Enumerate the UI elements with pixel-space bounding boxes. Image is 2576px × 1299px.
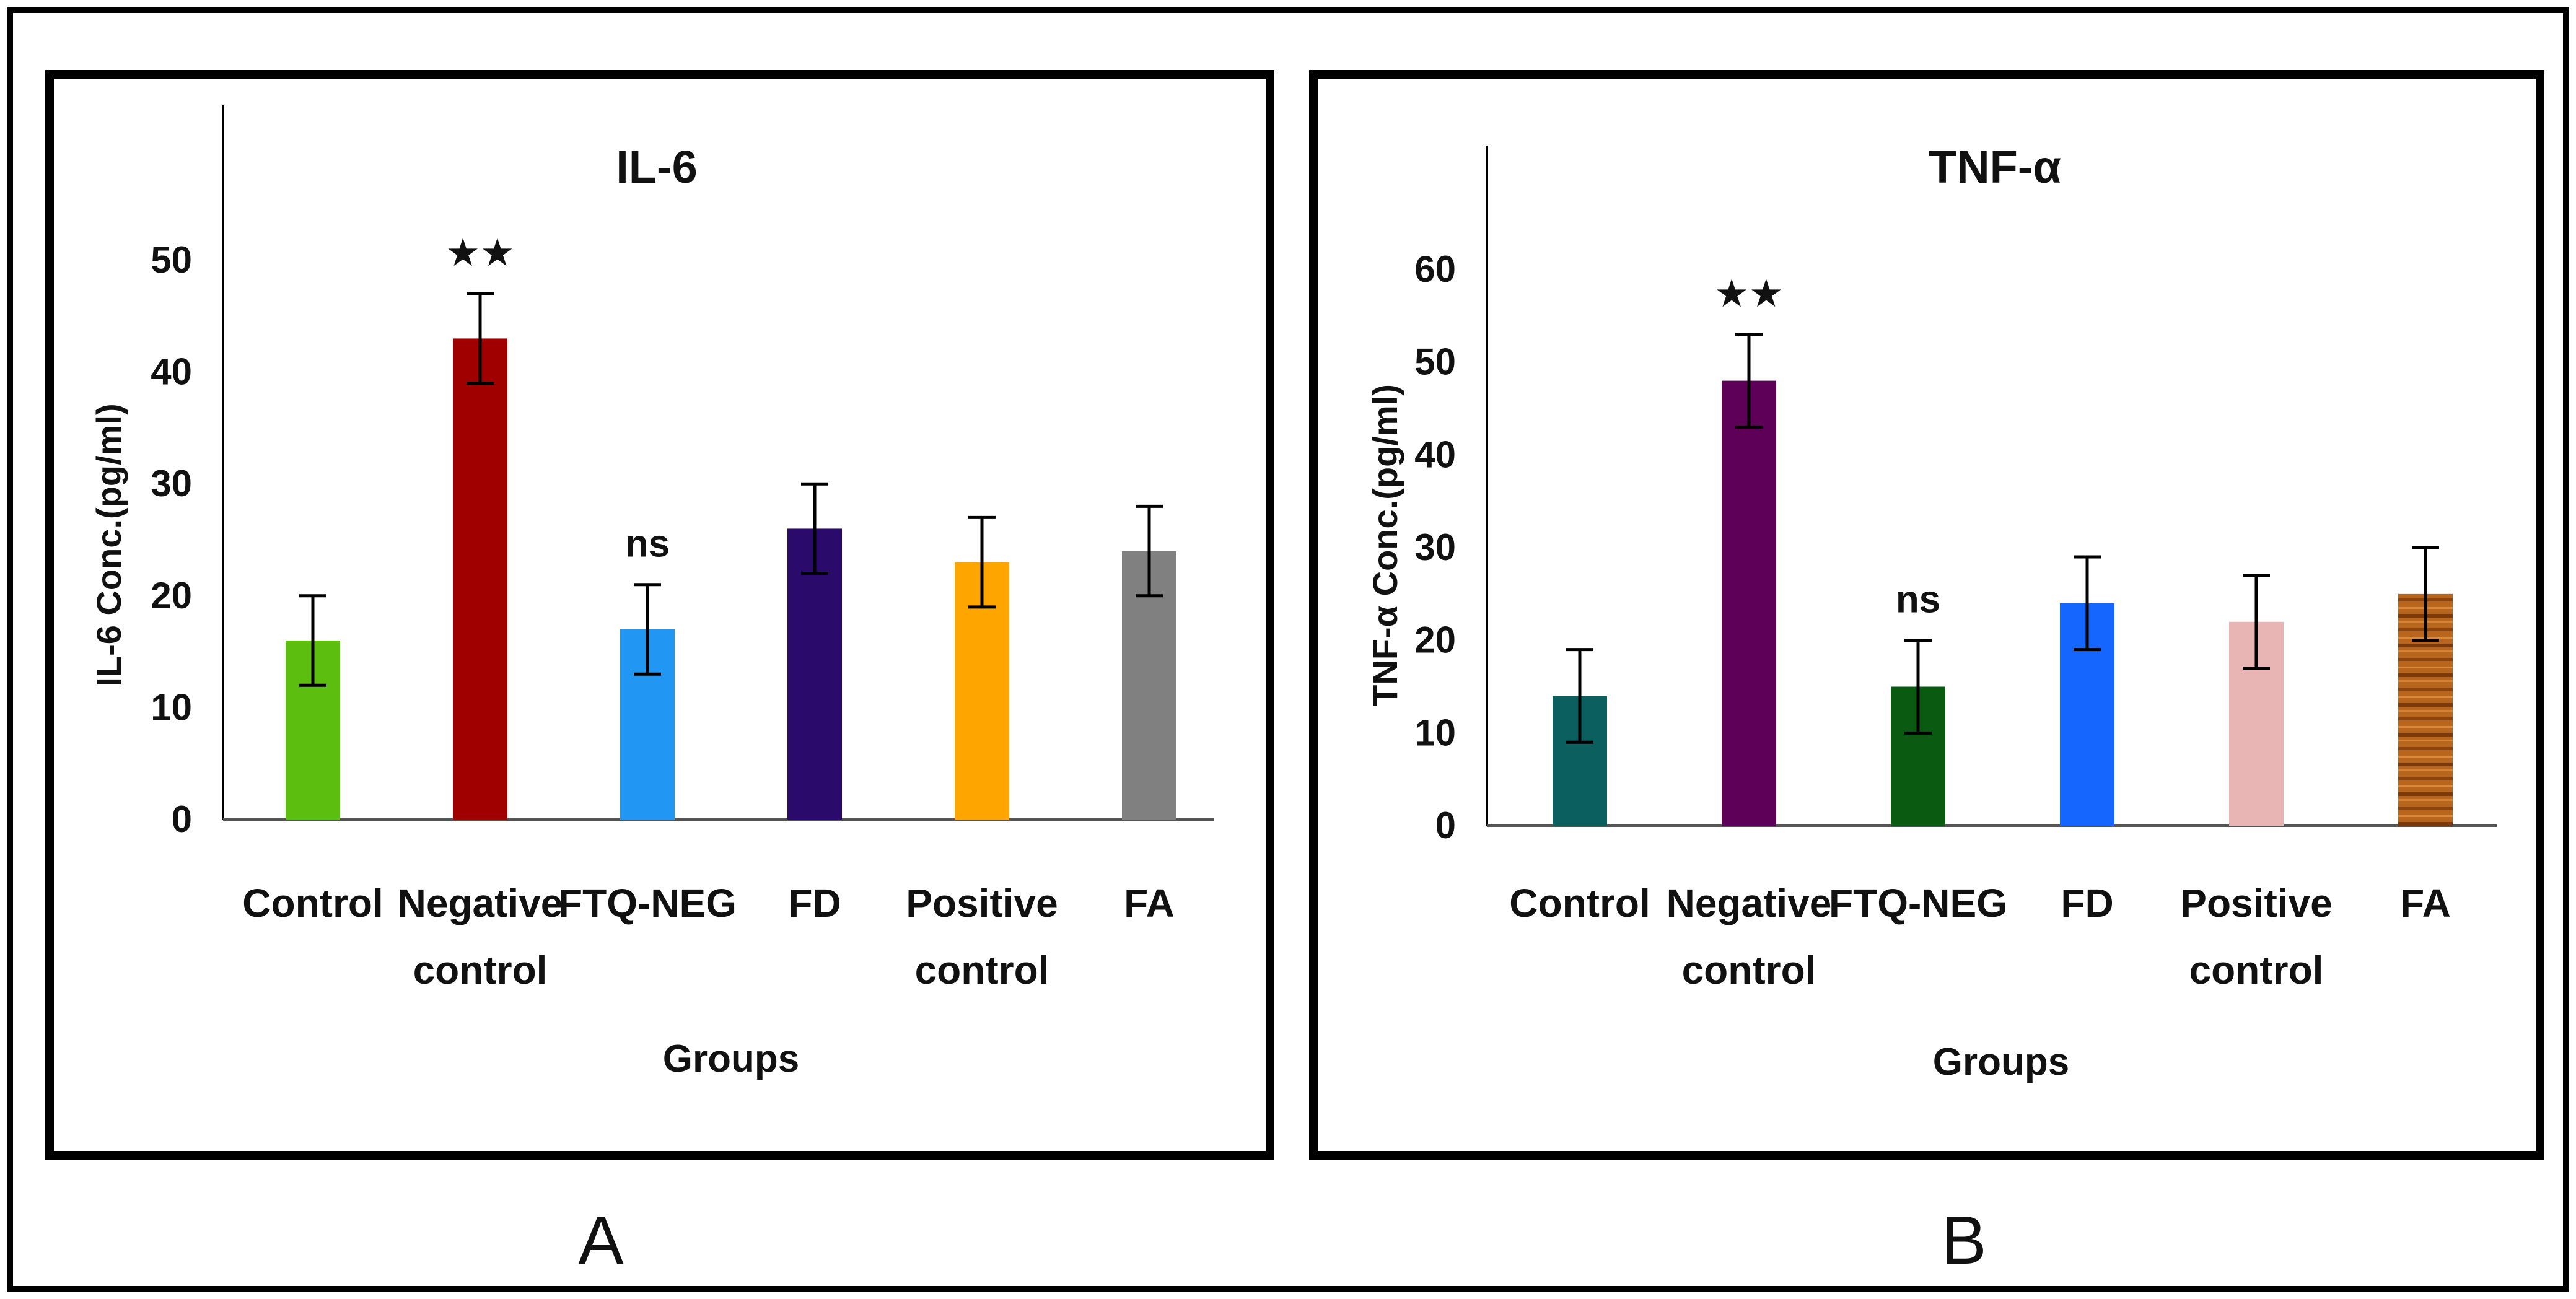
il6-category-label: FD bbox=[788, 881, 841, 925]
panel-b-frame bbox=[1309, 70, 2544, 1160]
tnf-category-label: Control bbox=[1509, 881, 1650, 925]
tnf-ytick-label: 60 bbox=[1414, 248, 1456, 290]
tnf-category-line: control bbox=[2189, 948, 2324, 992]
tnf-category-label: FA bbox=[2400, 881, 2451, 925]
il6-category-line: FA bbox=[1124, 881, 1175, 925]
tnf-ytick-label: 50 bbox=[1414, 341, 1456, 383]
tnf-ytick-label: 40 bbox=[1414, 434, 1456, 475]
tnf-y-axis-label: TNF-α Conc.(pg/ml) bbox=[1365, 384, 1404, 706]
tnf-ytick-label: 20 bbox=[1414, 619, 1456, 661]
tnf-category-line: FTQ-NEG bbox=[1829, 881, 2007, 925]
panel-label-a: A bbox=[578, 1202, 624, 1279]
il6-title: IL-6 bbox=[616, 141, 698, 193]
il6-category-label: FTQ-NEG bbox=[558, 881, 737, 925]
il6-category-label: Positive control bbox=[906, 881, 1058, 992]
il6-category-label: Control bbox=[242, 881, 383, 925]
outer-frame bbox=[7, 7, 2569, 1292]
il6-category-line: Control bbox=[242, 881, 383, 925]
tnf-category-line: FD bbox=[2061, 881, 2113, 925]
il6-ytick-label: 20 bbox=[151, 575, 192, 616]
il6-ytick-label: 40 bbox=[151, 351, 192, 393]
il6-y-axis-label: IL-6 Conc.(pg/ml) bbox=[89, 403, 128, 686]
il6-category-line: Positive bbox=[906, 881, 1058, 925]
chart-il6: IL-6 0 10 20 30 40 50 IL-6 Conc.(pg/ml) Control ★… bbox=[89, 105, 1214, 1080]
tnf-significance-label: ns bbox=[1896, 579, 1940, 621]
tnf-ytick-label: 30 bbox=[1414, 527, 1456, 568]
il6-category-line: control bbox=[915, 948, 1049, 992]
il6-ytick-label: 50 bbox=[151, 239, 192, 281]
il6-category-line: FTQ-NEG bbox=[558, 881, 737, 925]
il6-x-axis-label: Groups bbox=[663, 1038, 799, 1080]
tnf-category-label: FD bbox=[2061, 881, 2113, 925]
il6-bar bbox=[787, 528, 842, 820]
tnf-category-line: Control bbox=[1509, 881, 1650, 925]
il6-ytick-label: 0 bbox=[172, 798, 192, 840]
panel-a-frame bbox=[45, 70, 1274, 1160]
chart-tnf: TNF-α 0 10 20 30 40 50 60 TNF-α Conc.(pg/ml) Cont… bbox=[1365, 141, 2497, 1083]
tnf-ytick-label: 10 bbox=[1414, 712, 1456, 753]
tnf-x-axis-label: Groups bbox=[1933, 1041, 2069, 1083]
il6-category-line: control bbox=[413, 948, 548, 992]
tnf-category-line: Positive bbox=[2180, 881, 2332, 925]
tnf-category-label: FTQ-NEG bbox=[1829, 881, 2007, 925]
il6-category-line: Negative bbox=[398, 881, 563, 925]
il6-ytick-label: 30 bbox=[151, 463, 192, 504]
il6-significance-label: ns bbox=[625, 523, 670, 566]
il6-bar bbox=[453, 338, 507, 820]
tnf-ytick-label: 0 bbox=[1435, 805, 1456, 846]
tnf-category-line: Negative bbox=[1667, 881, 1832, 925]
il6-category-label: FA bbox=[1124, 881, 1175, 925]
panel-label-b: B bbox=[1941, 1202, 1986, 1279]
tnf-category-line: FA bbox=[2400, 881, 2451, 925]
il6-category-label: Negative control bbox=[398, 881, 563, 992]
tnf-bar bbox=[1722, 380, 1776, 826]
tnf-category-label: Positive control bbox=[2180, 881, 2332, 992]
tnf-category-label: Negative control bbox=[1667, 881, 1832, 992]
tnf-title: TNF-α bbox=[1929, 141, 2061, 193]
il6-ytick-label: 10 bbox=[151, 686, 192, 728]
il6-category-line: FD bbox=[788, 881, 841, 925]
tnf-category-line: control bbox=[1682, 948, 1816, 992]
tnf-significance-label: ★★ bbox=[1714, 273, 1783, 315]
il6-significance-label: ★★ bbox=[445, 232, 514, 274]
